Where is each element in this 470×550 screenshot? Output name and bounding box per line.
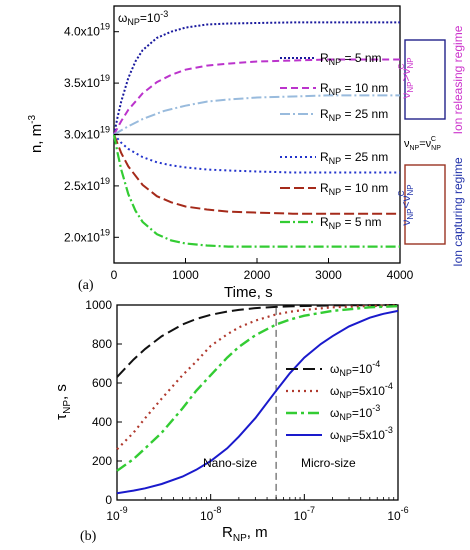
panel-a-series-6 <box>112 134 400 248</box>
panel-a-y-tick-label-4: 4.0x1019 <box>64 22 110 39</box>
panel-a-x-axis-label: Time, s <box>224 284 273 301</box>
panel-a-omega-annotation: ωNP=10-3 <box>118 9 168 27</box>
panel-a-ticks: 0 1000 2000 3000 4000 2.0x1019 2.5x1019 3.0x101… <box>64 22 414 282</box>
panel-b-y-tick-label-2: 400 <box>92 415 112 429</box>
panel-b-label: (b) <box>80 529 97 544</box>
panel-b: 10-9 10-8 10-7 10-6 0 200 400 600 800 1000 ωNP=10… <box>53 298 409 544</box>
nano-size-label: Nano-size <box>203 456 257 470</box>
panel-b-y-tick-label-3: 600 <box>92 376 112 390</box>
panel-a-curve-label-6: RNP = 5 nm <box>320 215 382 231</box>
panel-a-y-tick-label-3: 3.5x1019 <box>64 73 110 90</box>
panel-a-y-axis-label: n, m-3 <box>27 115 45 154</box>
panel-b-x-tick-label-2: 10-7 <box>294 505 315 523</box>
panel-b-legend-label-0: ωNP=10-4 <box>330 359 380 378</box>
panel-a-label: (a) <box>78 278 94 293</box>
panel-b-legend-label-1: ωNP=5x10-4 <box>330 381 393 400</box>
capture-condition-label: νNP<νNPC <box>397 184 415 225</box>
panel-b-y-tick-label-1: 200 <box>92 454 112 468</box>
panel-b-series-2 <box>116 305 399 472</box>
panel-b-y-tick-label-5: 1000 <box>85 298 112 312</box>
panel-b-legend-label-3: ωNP=5x10-3 <box>330 425 393 444</box>
panel-b-y-tick-label-0: 0 <box>105 493 112 507</box>
panel-a-x-tick-label-2: 2000 <box>244 268 271 282</box>
panel-a-series-5 <box>113 134 400 215</box>
panel-a-series-1 <box>113 58 400 135</box>
panel-b-plot-frame <box>116 304 399 501</box>
svg-text:Ion capturing regime: Ion capturing regime <box>451 157 465 267</box>
panel-b-x-tick-label-0: 10-9 <box>106 505 127 523</box>
release-condition-box <box>404 39 446 120</box>
panel-a-x-tick-label-4: 4000 <box>387 268 414 282</box>
ion-releasing-regime-label: Ion releasing regime <box>451 25 465 134</box>
ion-capturing-regime-label: Ion capturing regime <box>451 157 465 267</box>
panel-a-curve-label-5: RNP = 10 nm <box>320 181 388 197</box>
panel-a: 0 1000 2000 3000 4000 2.0x1019 2.5x1019 3.0x101… <box>27 5 465 301</box>
panel-a-x-tick-label-1: 1000 <box>172 268 199 282</box>
panel-b-series-group <box>116 304 399 495</box>
panel-b-series-0 <box>116 304 399 378</box>
panel-a-series-group <box>112 21 400 248</box>
panel-a-curve-label-1: RNP = 10 nm <box>320 81 388 97</box>
panel-b-ticks: 10-9 10-8 10-7 10-6 0 200 400 600 800 1000 <box>85 298 408 523</box>
panel-a-series-0 <box>113 21 400 135</box>
panel-b-legend: ωNP=10-4 ωNP=5x10-4 ωNP=10-3 ωNP=5x10-3 <box>286 359 393 444</box>
panel-b-series-3 <box>116 309 399 495</box>
panel-a-y-tick-label-1: 2.5x1019 <box>64 176 110 193</box>
micro-size-label: Micro-size <box>301 456 356 470</box>
panel-a-curve-label-4: RNP = 25 nm <box>320 150 388 166</box>
panel-a-y-tick-label-2: 3.0x1019 <box>64 125 110 142</box>
svg-text:τNP, s: τNP, s <box>53 384 73 420</box>
release-condition-label: νNP>νNPC <box>397 57 415 98</box>
panel-a-x-tick-label-3: 3000 <box>315 268 342 282</box>
panel-a-series-4 <box>113 133 400 174</box>
panel-a-curve-labels: RNP = 5 nm RNP = 10 nm RNP = 25 nm RNP = 25… <box>280 51 388 231</box>
panel-b-legend-label-2: ωNP=10-3 <box>330 403 380 422</box>
panel-b-y-axis-label: τNP, s <box>53 384 73 420</box>
svg-text:νNP<νNPC: νNP<νNPC <box>397 184 415 225</box>
panel-b-x-tick-label-1: 10-8 <box>200 505 221 523</box>
equal-condition-label: νNP=νNPC <box>404 136 441 152</box>
panel-b-series-1 <box>116 304 399 451</box>
panel-a-curve-label-2: RNP = 25 nm <box>320 107 388 123</box>
panel-b-x-axis-label: RNP, m <box>222 524 268 544</box>
panel-a-x-tick-label-0: 0 <box>111 268 118 282</box>
panel-a-y-tick-label-0: 2.0x1019 <box>64 227 110 244</box>
panel-a-series-2 <box>113 94 400 136</box>
panel-b-x-tick-label-3: 10-6 <box>387 505 408 523</box>
svg-text:νNP>νNPC: νNP>νNPC <box>397 57 415 98</box>
panel-a-curve-label-0: RNP = 5 nm <box>320 51 382 67</box>
capture-condition-box <box>404 164 446 245</box>
svg-text:Ion releasing regime: Ion releasing regime <box>451 25 465 134</box>
panel-b-y-tick-label-4: 800 <box>92 337 112 351</box>
svg-text:n, m-3: n, m-3 <box>27 115 45 154</box>
